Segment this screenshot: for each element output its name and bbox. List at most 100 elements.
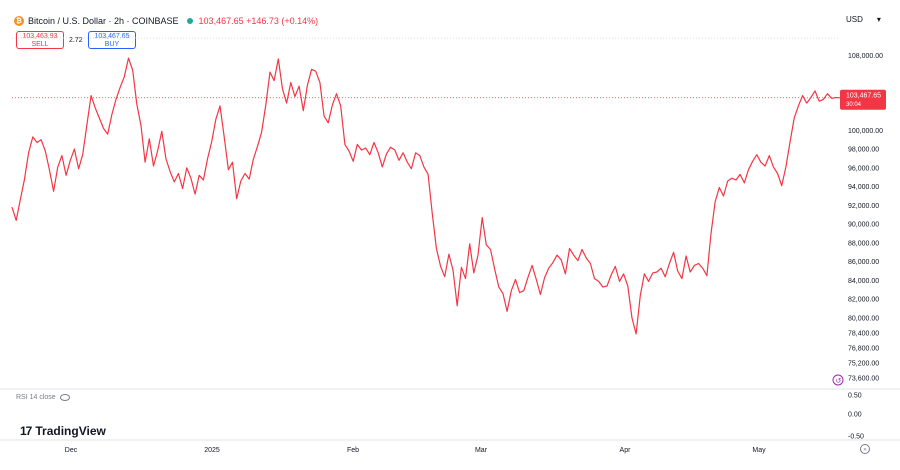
data-point [769, 155, 770, 156]
data-point [835, 97, 837, 98]
data-point [760, 161, 762, 163]
buy-button[interactable]: 103,467.65 BUY [88, 31, 136, 49]
data-point [307, 85, 308, 86]
data-point [311, 69, 312, 70]
data-point [290, 82, 292, 83]
data-point [327, 122, 329, 124]
symbol-header: ₿ Bitcoin / U.S. Dollar · 2h · COINBASE … [14, 12, 318, 30]
y-tick-label: 76,800.00 [848, 345, 879, 352]
data-point [623, 273, 624, 275]
countdown-label: 30:04 [846, 102, 862, 108]
data-point [723, 195, 724, 197]
spread-value: 2.72 [69, 37, 83, 44]
eye-icon[interactable] [59, 394, 70, 401]
y-tick-label: 80,000.00 [848, 315, 879, 322]
data-point [486, 244, 487, 246]
data-point [419, 155, 421, 156]
data-point [710, 233, 712, 234]
data-point [228, 169, 229, 170]
tradingview-logo-icon: 17 [20, 424, 32, 438]
data-point [714, 201, 716, 202]
data-point [827, 93, 828, 94]
data-point [702, 267, 703, 269]
data-point [789, 141, 791, 142]
data-point [357, 144, 358, 145]
data-point [461, 267, 462, 268]
data-point [631, 317, 633, 319]
data-point [502, 293, 504, 294]
data-point [165, 158, 167, 159]
data-point [407, 161, 408, 163]
data-point [731, 177, 733, 179]
data-point [161, 131, 163, 132]
rsi-label-text: RSI 14 close [16, 394, 56, 401]
data-point [90, 95, 92, 96]
x-tick-label: Dec [65, 447, 78, 454]
data-point [694, 265, 695, 266]
logo-text: TradingView [35, 424, 106, 438]
data-point [544, 277, 545, 278]
data-point [348, 150, 350, 152]
data-point [20, 199, 21, 200]
data-point [365, 147, 367, 149]
data-point [793, 117, 795, 119]
data-point [606, 285, 608, 287]
rsi-tick-label: 0.50 [848, 393, 862, 400]
sell-price: 103,463.93 [22, 33, 58, 40]
data-point [32, 136, 34, 138]
data-point [777, 173, 778, 174]
data-point [261, 131, 262, 133]
data-point [178, 173, 179, 174]
go-to-realtime-icon[interactable]: » [860, 444, 870, 454]
data-point [340, 105, 342, 107]
data-point [390, 146, 391, 148]
rsi-indicator-label[interactable]: RSI 14 close [16, 394, 70, 401]
x-tick-label: May [752, 447, 766, 454]
data-point [519, 292, 520, 293]
data-point [698, 263, 699, 264]
data-point [706, 275, 708, 277]
data-point [436, 248, 437, 249]
data-point [619, 281, 620, 282]
reset-scale-icon[interactable]: ↺ [832, 374, 844, 386]
data-point [128, 57, 129, 59]
y-tick-label: 84,000.00 [848, 278, 879, 285]
data-point [149, 138, 150, 140]
data-point [103, 128, 104, 129]
data-point [531, 265, 533, 266]
data-point [303, 110, 304, 111]
data-point [336, 93, 337, 94]
data-point [94, 107, 96, 109]
data-point [194, 193, 196, 195]
x-axis[interactable]: Dec 2025 Feb Mar Apr May [65, 447, 766, 454]
symbol-title[interactable]: Bitcoin / U.S. Dollar · 2h · COINBASE [28, 16, 179, 26]
data-point [386, 153, 387, 155]
data-point [585, 257, 587, 259]
data-point [444, 276, 446, 278]
data-point [132, 70, 133, 71]
y-tick-label: 96,000.00 [848, 165, 879, 172]
y-tick-label: 86,000.00 [848, 259, 879, 266]
svg-text:↺: ↺ [836, 378, 842, 385]
data-point [319, 82, 321, 83]
currency-selector[interactable]: USD ▾ [846, 15, 881, 24]
x-tick-label: Feb [347, 447, 359, 454]
data-point [727, 180, 728, 182]
data-point [798, 105, 799, 107]
data-point [373, 142, 375, 143]
data-point [82, 154, 83, 155]
data-point [594, 278, 595, 279]
data-point [282, 88, 283, 90]
sell-button[interactable]: 103,463.93 SELL [16, 31, 64, 49]
data-point [223, 136, 225, 138]
last-price-badge: 103,467.65 30:04 [840, 89, 886, 110]
data-point [402, 152, 404, 154]
rsi-tick-label: 0.00 [848, 412, 862, 419]
data-point [677, 270, 678, 272]
data-point [186, 167, 188, 169]
data-point [556, 254, 558, 256]
data-point [590, 263, 591, 264]
data-point [45, 150, 46, 152]
data-point [739, 174, 741, 175]
